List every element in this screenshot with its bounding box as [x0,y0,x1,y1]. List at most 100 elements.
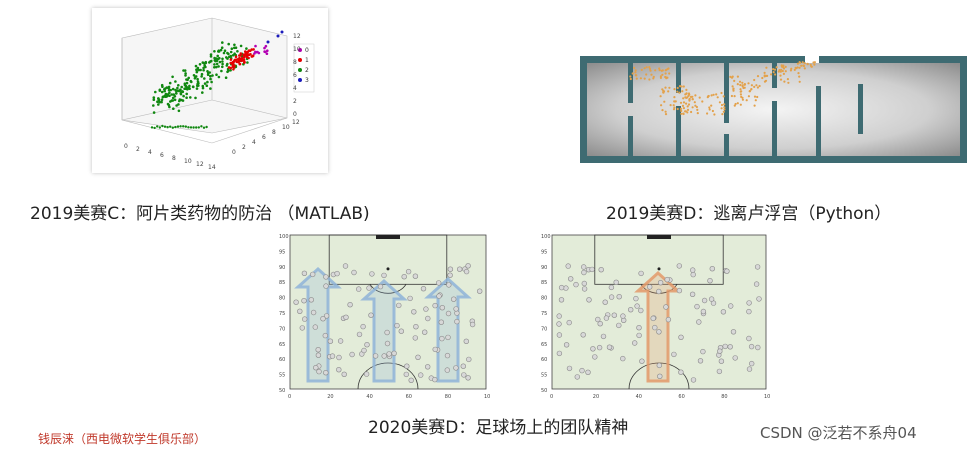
scatter-point [210,80,213,84]
scatter-point [185,81,189,85]
player-marker [558,284,565,291]
y-tick-label: 50 [279,388,285,394]
scatter-point [203,82,207,85]
player-marker [418,372,424,378]
x-tick-label: 100 [484,394,490,400]
player-marker [690,377,697,383]
player-marker [597,320,603,327]
scatter-point [152,111,156,114]
crowd-dot [715,93,718,96]
soccer-field-plot-1: 100 95 90 85 80 75 70 65 60 55 500 20 40 60 80 100 [278,231,494,403]
scatter-point [226,62,229,66]
scatter-point [203,64,206,67]
crowd-dot [739,88,742,91]
player-marker [671,351,677,358]
legend-marker [298,48,302,52]
crowd-dot [669,104,672,107]
team-movement-arrow-fill [298,269,338,381]
scatter-point [185,96,188,99]
legend-label: 1 [305,57,309,64]
player-marker [309,271,316,278]
player-marker [411,309,417,315]
crowd-dot [667,67,670,70]
crowd-dot [743,86,746,89]
z-tick-label: 4 [293,85,297,92]
crowd-dot [741,96,744,99]
scatter-point [156,100,159,103]
scatter-point [219,48,223,52]
scatter-point [202,68,205,72]
player-marker [636,332,642,339]
scatter-point [227,52,230,56]
player-marker [638,270,644,277]
scatter-point [226,70,229,74]
scatter-point [160,100,163,104]
crowd-dot [722,95,725,98]
scatter-point [246,61,249,64]
player-marker [676,287,683,294]
y-tick-label: 70 [541,326,547,332]
x-tick-label: 0 [288,394,291,400]
player-marker [753,281,760,287]
crowd-dot [753,85,756,88]
crowd-dot [738,80,742,83]
player-marker [595,316,601,323]
player-marker [445,334,451,341]
player-marker [342,263,349,269]
scatter-point [158,126,161,129]
scatter-point [217,65,220,68]
crowd-dot [629,77,632,81]
scatter-point [177,84,180,87]
caption-2019-d: 2019美赛D：逃离卢浮宫（Python） [606,204,892,224]
player-marker [412,273,419,279]
y-tick-label: 0 [232,149,236,156]
crowd-dot [691,106,694,109]
scatter-point [169,125,172,128]
player-marker [579,367,585,374]
crowd-dot [739,93,742,96]
scatter-point [179,88,182,91]
y-tick-label: 2 [242,144,246,151]
crowd-dot [733,79,736,82]
crowd-dot [787,81,790,84]
scatter-point [156,125,159,128]
player-marker [329,353,336,359]
crowd-dot [659,76,662,79]
scatter-point [218,60,222,64]
player-marker [580,264,587,270]
scatter-point [185,92,188,96]
scatter-point [213,59,217,62]
crowd-dot [784,65,787,68]
crowd-dot [772,71,775,74]
crowd-dot [679,107,683,110]
crowd-dot [750,88,753,91]
crowd-dot [803,62,806,65]
scatter-point [243,60,246,64]
scatter-point [236,50,239,53]
scatter-point [158,88,162,92]
scatter-point [157,103,160,106]
player-marker [299,325,305,331]
player-marker [603,315,610,321]
crowd-dot [643,77,646,80]
player-marker [451,296,457,302]
scatter-point [254,50,257,54]
crowd-dot [694,94,697,97]
crowd-dot [668,72,671,75]
x-tick-label: 14 [208,164,216,171]
player-marker [349,351,355,358]
scatter-point [206,80,209,84]
scatter-point [232,68,235,71]
player-marker [334,270,340,277]
crowd-dot [806,62,809,65]
crowd-dot [633,66,636,69]
player-marker [343,314,349,321]
player-marker [656,329,662,335]
crowd-dot [770,73,773,76]
scatter-point [244,50,247,53]
crowd-dot [710,94,713,97]
player-marker [463,268,470,275]
crowd-dot [801,61,804,64]
scatter-point [175,91,178,95]
